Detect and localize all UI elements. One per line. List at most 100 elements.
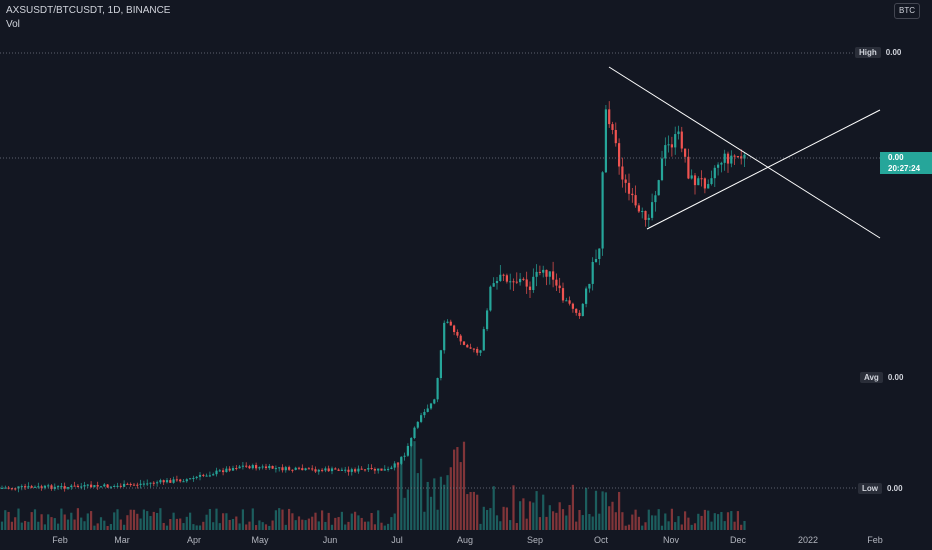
volume-bar	[109, 524, 112, 530]
candle-body	[212, 474, 215, 476]
volume-bar	[337, 517, 340, 530]
volume-bar	[146, 511, 149, 530]
candle-body	[535, 271, 538, 277]
bar-countdown: 20:27:24	[888, 164, 921, 173]
volume-bar	[123, 524, 126, 530]
volume-bar	[218, 523, 221, 530]
volume-bar	[472, 491, 475, 530]
candle-body	[631, 193, 634, 196]
candle-body	[113, 486, 116, 488]
volume-indicator-label[interactable]: Vol	[6, 19, 20, 30]
volume-bar	[522, 498, 525, 530]
volume-bar	[726, 512, 730, 530]
candle-body	[436, 378, 439, 400]
candle-body	[123, 483, 126, 487]
candle-body	[634, 195, 637, 206]
volume-bar	[0, 521, 4, 530]
candle-body	[449, 321, 452, 326]
volume-bar	[439, 476, 442, 530]
volume-bar	[284, 524, 287, 530]
triangle-pattern[interactable]	[608, 66, 881, 239]
volume-bar	[14, 517, 17, 530]
upper-trendline[interactable]	[608, 66, 881, 239]
candle-body	[472, 348, 475, 350]
volume-bar	[700, 515, 703, 530]
volume-bar	[723, 521, 726, 530]
candle-body	[456, 331, 459, 336]
volume-bar	[713, 513, 716, 530]
volume-bar	[159, 508, 162, 530]
current-price-label: 0.00 20:27:24	[880, 152, 932, 174]
volume-bar	[565, 515, 568, 530]
volume-bar	[410, 443, 413, 530]
volume-bar	[644, 522, 647, 530]
time-tick-feb-2022: Feb	[867, 535, 883, 545]
volume-bar	[667, 521, 670, 530]
candle-body	[400, 456, 403, 464]
candle-body	[532, 276, 535, 290]
candle-body	[73, 485, 76, 487]
candle-body	[469, 347, 472, 349]
volume-bar	[383, 525, 386, 530]
candle-body	[281, 467, 284, 471]
candle-body	[106, 484, 109, 488]
time-tick-sep: Sep	[526, 535, 544, 545]
volume-bar	[205, 514, 208, 530]
volume-bar	[416, 473, 419, 530]
candle-body	[664, 145, 667, 159]
volume-bar	[248, 521, 251, 530]
candle-body	[165, 480, 169, 483]
high-key: High	[855, 47, 881, 58]
lower-trendline[interactable]	[646, 109, 881, 230]
volume-bar	[433, 478, 436, 530]
volume-bar	[268, 525, 271, 530]
candle-body	[152, 482, 155, 484]
volume-bar	[357, 515, 360, 530]
candle-body	[542, 269, 545, 273]
volume-bar	[443, 484, 446, 530]
volume-bar	[499, 521, 502, 530]
symbol-title[interactable]: AXSUSDT/BTCUSDT, 1D, BINANCE	[6, 5, 171, 16]
volume-bar	[479, 523, 482, 530]
candle-body	[700, 178, 703, 180]
candle-body	[344, 469, 347, 471]
candle-body	[578, 312, 581, 317]
volume-bar	[297, 516, 301, 530]
low-price-label: Low 0.00	[858, 483, 906, 494]
avg-price-label: Avg 0.00	[860, 372, 907, 383]
volume-bar	[324, 521, 327, 530]
candle-body	[248, 466, 251, 469]
volume-bar	[377, 510, 380, 530]
currency-button[interactable]: BTC	[894, 3, 920, 19]
candle-body	[350, 469, 353, 472]
candle-body	[555, 279, 558, 286]
volume-bar	[344, 524, 347, 530]
candle-body	[264, 466, 268, 469]
candle-body	[314, 469, 317, 472]
candle-body	[27, 486, 30, 488]
volume-bar	[684, 511, 687, 530]
candle-body	[660, 158, 664, 181]
time-tick-mar: Mar	[114, 535, 130, 545]
candle-body	[330, 468, 334, 472]
volume-bar	[330, 524, 334, 530]
candle-body	[225, 468, 228, 473]
candle-body	[370, 468, 373, 470]
volume-bar	[40, 514, 43, 530]
candle-body	[717, 164, 720, 168]
volume-bar	[486, 509, 489, 530]
candle-body	[528, 286, 532, 290]
candle-body	[413, 427, 416, 439]
candle-body	[297, 467, 301, 469]
candle-body	[393, 463, 396, 468]
candle-body	[548, 271, 551, 277]
candle-body	[726, 153, 730, 164]
candle-body	[410, 438, 413, 446]
volume-bar	[400, 458, 403, 530]
volume-bar	[156, 513, 159, 530]
chart-legend: AXSUSDT/BTCUSDT, 1D, BINANCE Vol	[6, 4, 170, 32]
volume-bar	[660, 525, 664, 530]
time-tick-oct: Oct	[593, 535, 609, 545]
volume-bar	[707, 510, 710, 530]
